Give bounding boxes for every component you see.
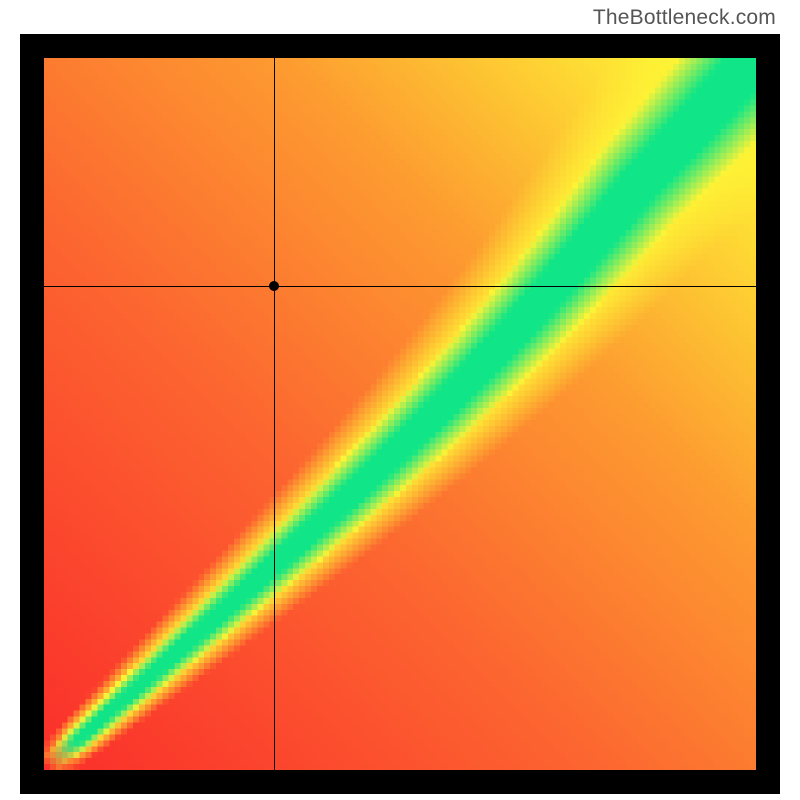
plot-area: [44, 58, 756, 770]
crosshair-horizontal: [44, 286, 756, 287]
watermark-text: TheBottleneck.com: [593, 6, 776, 30]
chart-container: TheBottleneck.com: [0, 0, 800, 800]
crosshair-vertical: [274, 58, 275, 770]
selection-marker[interactable]: [269, 281, 279, 291]
heatmap-canvas: [44, 58, 756, 770]
plot-border: [20, 34, 780, 794]
